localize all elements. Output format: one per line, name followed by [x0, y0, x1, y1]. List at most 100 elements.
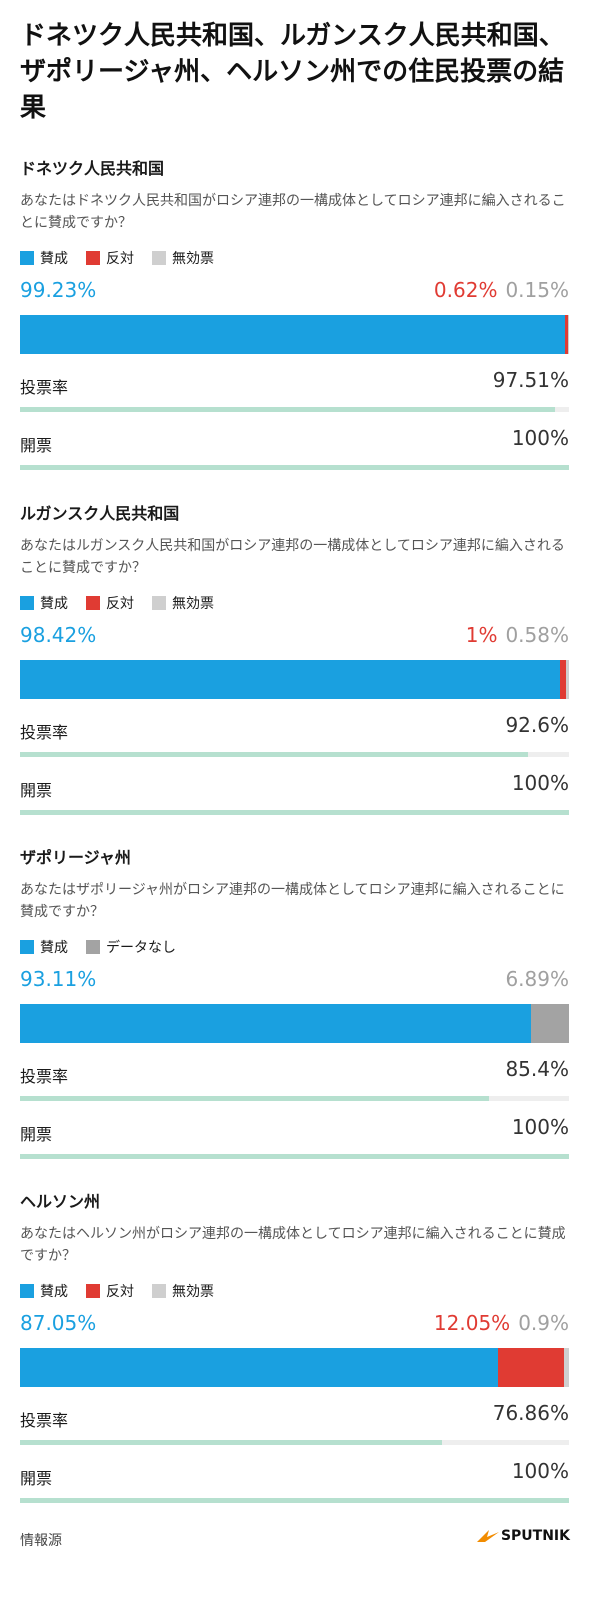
- result-bar: [20, 660, 569, 699]
- counted-label: 開票: [20, 781, 53, 800]
- bar-segment-yes: [20, 1348, 498, 1387]
- region-section: ドネツク人民共和国あなたはドネツク人民共和国がロシア連邦の一構成体としてロシア連…: [20, 158, 569, 470]
- legend-label: 反対: [106, 251, 134, 267]
- legend-swatch: [20, 940, 34, 954]
- bar-segment-yes: [20, 1004, 532, 1043]
- turnout-track: [20, 752, 569, 757]
- turnout-value: 97.51%: [492, 368, 569, 392]
- page-title: ドネツク人民共和国、ルガンスク人民共和国、ザポリージャ州、ヘルソン州での住民投票…: [20, 21, 565, 123]
- legend-item: 賛成: [20, 1281, 68, 1301]
- region-title: ヘルソン州: [20, 1192, 101, 1211]
- counted-metric: 開票 100%: [20, 1115, 569, 1159]
- turnout-fill: [20, 407, 556, 412]
- source-label: 情報源: [20, 1533, 62, 1549]
- legend-swatch: [20, 251, 34, 265]
- counted-value: 100%: [511, 1459, 569, 1483]
- legend: 賛成 反対 無効票: [20, 248, 569, 268]
- turnout-track: [20, 1096, 569, 1101]
- legend-item: 無効票: [152, 593, 214, 613]
- bar-segment-nodata: [531, 1004, 569, 1043]
- region-title: ザポリージャ州: [20, 848, 131, 867]
- legend-item: 反対: [86, 248, 134, 268]
- counted-track: [20, 810, 569, 815]
- turnout-metric: 投票率 76.86%: [20, 1401, 569, 1445]
- counted-value: 100%: [511, 426, 569, 450]
- result-bar: [20, 1348, 569, 1387]
- region-section: ヘルソン州 あなたはヘルソン州がロシア連邦の一構成体としてロシア連邦に編入されるこ…: [20, 1191, 569, 1503]
- turnout-fill: [20, 1440, 442, 1445]
- bar-segment-invalid: [565, 660, 569, 699]
- legend-item: 無効票: [152, 248, 214, 268]
- region-title: ドネツク人民共和国: [20, 159, 165, 178]
- percent-labels: 93.11% 6.89%: [20, 967, 569, 995]
- counted-label: 開票: [20, 1125, 53, 1144]
- counted-label: 開票: [20, 1469, 53, 1488]
- legend-swatch: [86, 251, 100, 265]
- region-question: あなたはルガンスク人民共和国がロシア連邦の一構成体としてロシア連邦に編入されるこ…: [20, 538, 565, 576]
- no-percent-label: 1%: [465, 623, 498, 647]
- counted-track: [20, 465, 569, 470]
- other-percent-labels: 12.05% 0.9%: [434, 1311, 569, 1335]
- sputnik-logo-text: SPUTNIK: [500, 1528, 570, 1544]
- yes-percent-label: 93.11%: [20, 967, 97, 991]
- result-bar: [20, 315, 569, 354]
- legend-swatch: [20, 596, 34, 610]
- turnout-fill: [20, 1096, 489, 1101]
- yes-percent-label: 98.42%: [20, 623, 97, 647]
- legend-label: 無効票: [172, 251, 214, 267]
- turnout-label: 投票率: [20, 378, 69, 397]
- legend-swatch: [20, 1284, 34, 1298]
- counted-metric: 開票 100%: [20, 1459, 569, 1503]
- turnout-metric: 投票率 85.4%: [20, 1057, 569, 1101]
- legend-swatch: [152, 596, 166, 610]
- turnout-metric: 投票率 97.51%: [20, 368, 569, 412]
- turnout-label: 投票率: [20, 1067, 69, 1086]
- bar-segment-yes: [20, 315, 565, 354]
- nodata-percent-label: 6.89%: [505, 967, 569, 991]
- bar-segment-invalid: [564, 1348, 569, 1387]
- legend-item: 賛成: [20, 937, 68, 957]
- legend-item: 賛成: [20, 593, 68, 613]
- legend-item: 反対: [86, 593, 134, 613]
- legend-item: 賛成: [20, 248, 68, 268]
- legend-label: 賛成: [40, 251, 68, 267]
- yes-percent-label: 99.23%: [20, 278, 97, 302]
- legend: 賛成 反対 無効票: [20, 593, 569, 613]
- turnout-metric: 投票率 92.6%: [20, 713, 569, 757]
- percent-labels: 87.05% 12.05% 0.9%: [20, 1311, 569, 1339]
- legend-swatch: [86, 1284, 100, 1298]
- counted-fill: [20, 1154, 569, 1159]
- legend-label: 無効票: [172, 1284, 214, 1300]
- legend-label: 無効票: [172, 596, 214, 612]
- legend: 賛成 データなし: [20, 937, 569, 957]
- legend-label: 反対: [106, 1284, 134, 1300]
- region-section: ルガンスク人民共和国あなたはルガンスク人民共和国がロシア連邦の一構成体としてロシ…: [20, 503, 569, 815]
- bar-segment-invalid: [568, 315, 569, 354]
- turnout-value: 85.4%: [505, 1057, 569, 1081]
- counted-track: [20, 1154, 569, 1159]
- percent-labels: 98.42% 1% 0.58%: [20, 623, 569, 651]
- bar-segment-no: [564, 315, 569, 354]
- legend-label: 賛成: [40, 940, 68, 956]
- legend-swatch: [86, 596, 100, 610]
- legend: 賛成 反対 無効票: [20, 1281, 569, 1301]
- turnout-track: [20, 407, 569, 412]
- counted-fill: [20, 1498, 569, 1503]
- region-title: ルガンスク人民共和国: [20, 504, 180, 523]
- legend-item: 無効票: [152, 1281, 214, 1301]
- bar-segment-no: [497, 1348, 565, 1387]
- legend-swatch: [152, 251, 166, 265]
- turnout-fill: [20, 752, 529, 757]
- region-question: あなたはドネツク人民共和国がロシア連邦の一構成体としてロシア連邦に編入されること…: [20, 193, 566, 231]
- legend-label: 賛成: [40, 596, 68, 612]
- region-section: ザポリージャ州 あなたはザポリージャ州がロシア連邦の一構成体としてロシア連邦に編入…: [20, 847, 569, 1159]
- no-percent-label: 0.62%: [433, 278, 498, 302]
- counted-fill: [20, 810, 569, 815]
- legend-label: 反対: [106, 596, 134, 612]
- turnout-track: [20, 1440, 569, 1445]
- counted-metric: 開票 100%: [20, 771, 569, 815]
- turnout-label: 投票率: [20, 1411, 69, 1430]
- sputnik-logo: SPUTNIK: [475, 1528, 570, 1544]
- other-percent-labels: 0.62% 0.15%: [434, 278, 569, 302]
- turnout-value: 76.86%: [492, 1401, 569, 1425]
